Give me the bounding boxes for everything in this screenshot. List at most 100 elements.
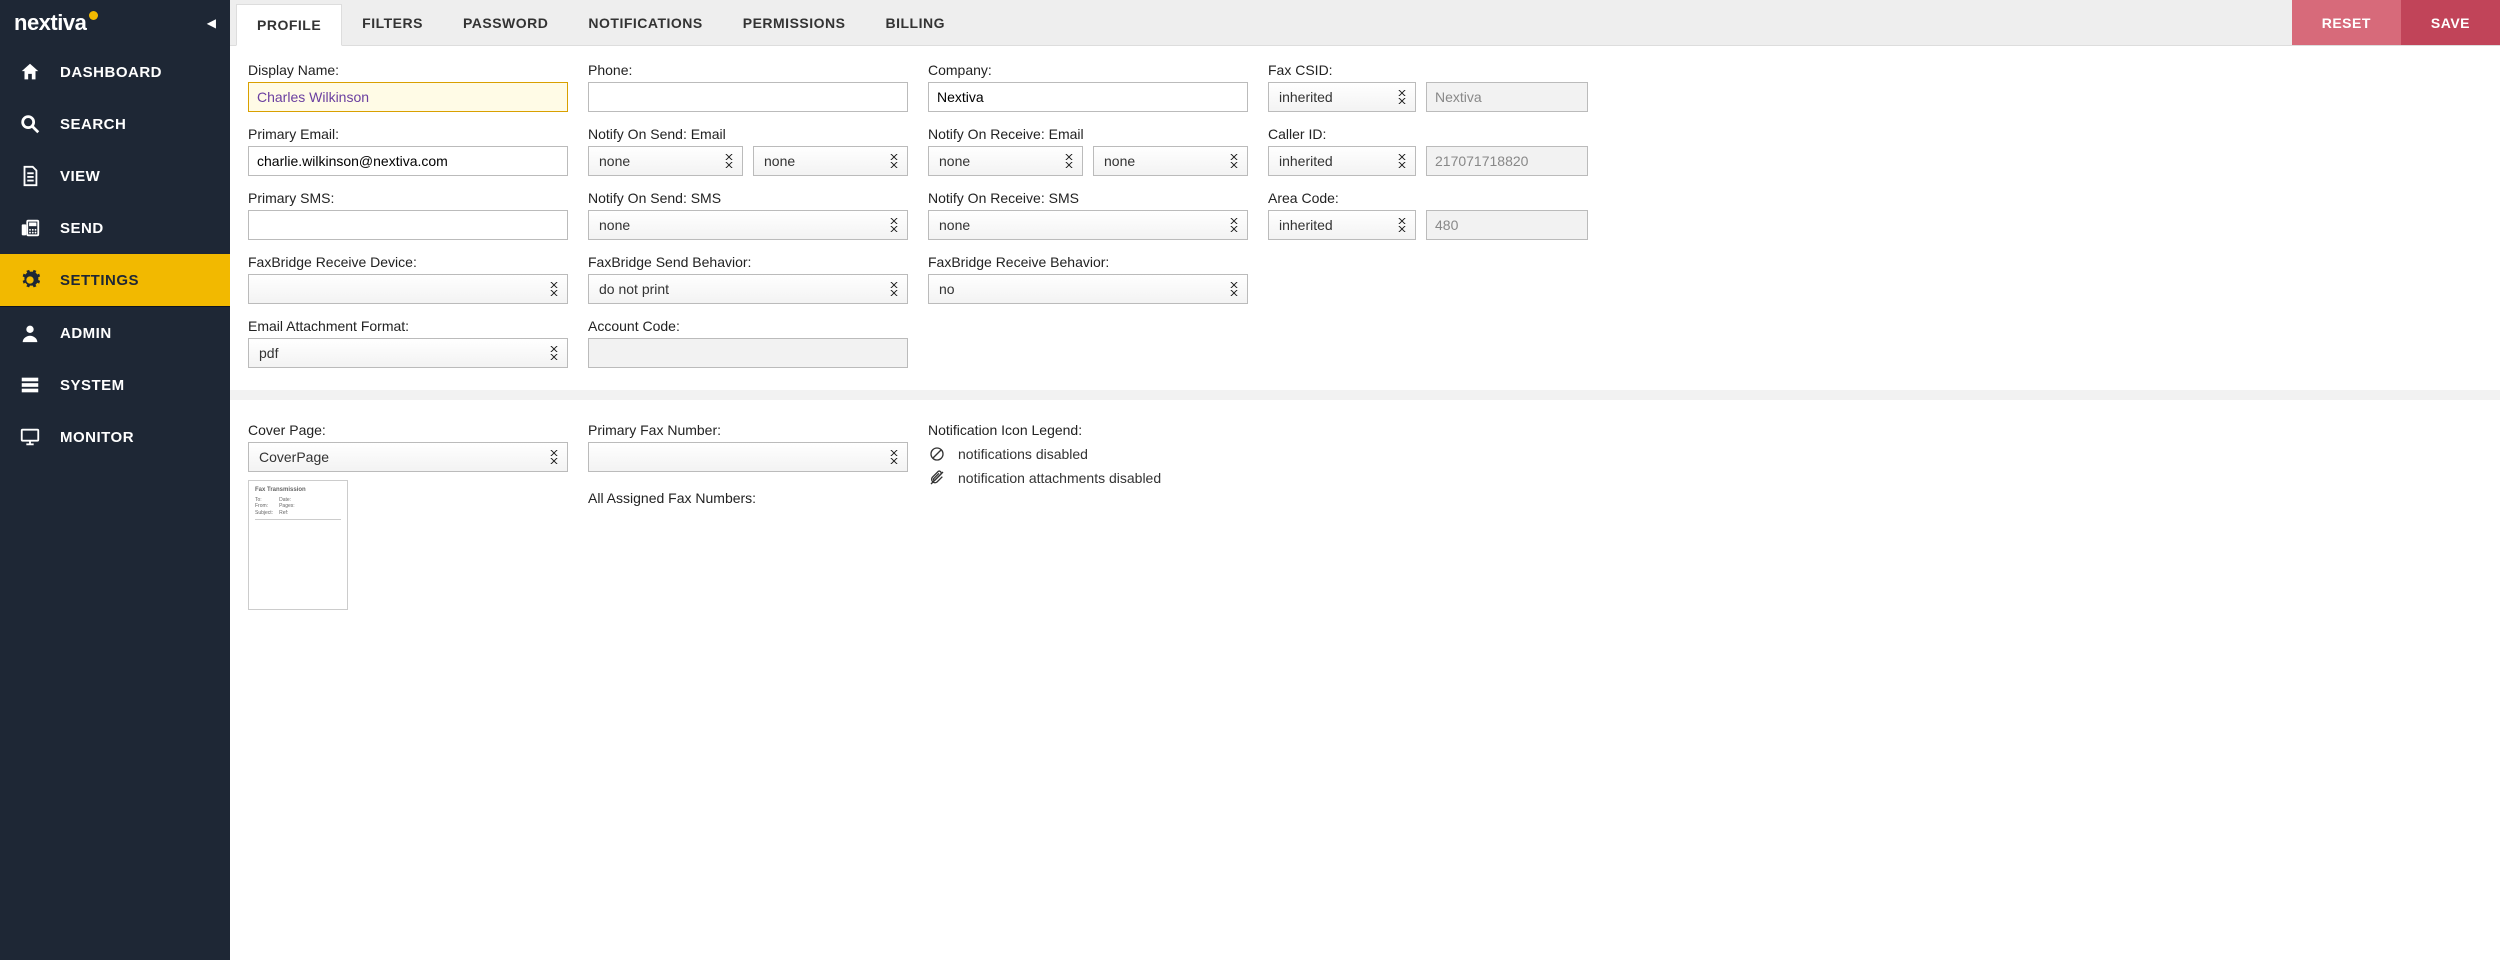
reset-button[interactable]: RESET (2292, 0, 2401, 45)
logo-row: nextiva ◀ (0, 0, 230, 46)
field-primary-email: Primary Email: (248, 126, 568, 176)
field-fb-receive-device: FaxBridge Receive Device: (248, 254, 568, 304)
select-notify-send-sms[interactable]: none (588, 210, 908, 240)
label-notify-send-sms: Notify On Send: SMS (588, 190, 908, 206)
sidebar-item-label: MONITOR (60, 429, 134, 446)
profile-form: Display Name: Phone: Company: Fax CSID: … (230, 46, 2500, 626)
label-account-code: Account Code: (588, 318, 908, 334)
save-button[interactable]: SAVE (2401, 0, 2500, 45)
input-primary-email[interactable] (248, 146, 568, 176)
label-notify-send-email: Notify On Send: Email (588, 126, 908, 142)
document-icon (18, 165, 42, 187)
sidebar-item-label: DASHBOARD (60, 64, 162, 81)
label-primary-fax-number: Primary Fax Number: (588, 422, 908, 438)
tab-filters[interactable]: FILTERS (342, 0, 443, 45)
label-fb-receive-device: FaxBridge Receive Device: (248, 254, 568, 270)
stack-icon (18, 374, 42, 396)
label-notify-receive-email: Notify On Receive: Email (928, 126, 1248, 142)
cover-page-thumbnail: Fax Transmission To:From:Subject: Date:P… (248, 480, 348, 610)
tab-permissions[interactable]: PERMISSIONS (723, 0, 866, 45)
sidebar-item-send[interactable]: SEND (0, 202, 230, 254)
sidebar-item-system[interactable]: SYSTEM (0, 359, 230, 411)
tab-billing[interactable]: BILLING (865, 0, 965, 45)
select-fb-receive-behavior[interactable]: no (928, 274, 1248, 304)
select-notify-send-email-b[interactable]: none (753, 146, 908, 176)
label-fb-send-behavior: FaxBridge Send Behavior: (588, 254, 908, 270)
field-area-code: Area Code: inherited 480 (1268, 190, 1588, 240)
label-phone: Phone: (588, 62, 908, 78)
search-icon (18, 113, 42, 135)
label-area-code: Area Code: (1268, 190, 1588, 206)
sidebar-item-label: SEND (60, 220, 104, 237)
sidebar-item-label: VIEW (60, 168, 100, 185)
label-all-assigned-fax: All Assigned Fax Numbers: (588, 490, 908, 506)
select-email-attach-fmt[interactable]: pdf (248, 338, 568, 368)
legend-row-attach-disabled: notification attachments disabled (928, 470, 1248, 486)
monitor-icon (18, 426, 42, 448)
field-email-attach-fmt: Email Attachment Format: pdf (248, 318, 568, 368)
select-caller-id[interactable]: inherited (1268, 146, 1416, 176)
legend-text: notifications disabled (958, 446, 1088, 462)
brand-logo: nextiva (14, 10, 101, 36)
main: PROFILE FILTERS PASSWORD NOTIFICATIONS P… (230, 0, 2500, 960)
tab-notifications[interactable]: NOTIFICATIONS (568, 0, 722, 45)
label-email-attach-fmt: Email Attachment Format: (248, 318, 568, 334)
field-primary-fax-number: Primary Fax Number: All Assigned Fax Num… (588, 422, 908, 610)
sidebar-collapse-icon[interactable]: ◀ (207, 16, 216, 30)
select-area-code[interactable]: inherited (1268, 210, 1416, 240)
select-fax-csid[interactable]: inherited (1268, 82, 1416, 112)
section-divider (230, 390, 2500, 400)
label-caller-id: Caller ID: (1268, 126, 1588, 142)
field-caller-id: Caller ID: inherited 217071718820 (1268, 126, 1588, 176)
legend-text: notification attachments disabled (958, 470, 1161, 486)
input-phone[interactable] (588, 82, 908, 112)
input-primary-sms[interactable] (248, 210, 568, 240)
select-notify-receive-email-b[interactable]: none (1093, 146, 1248, 176)
sidebar-item-search[interactable]: SEARCH (0, 98, 230, 150)
field-phone: Phone: (588, 62, 908, 112)
field-cover-page: Cover Page: CoverPage Fax Transmission T… (248, 422, 568, 610)
field-notify-send-sms: Notify On Send: SMS none (588, 190, 908, 240)
readonly-fax-csid: Nextiva (1426, 82, 1588, 112)
user-icon (18, 322, 42, 344)
home-icon (18, 61, 42, 83)
brand-dot-icon (89, 11, 98, 20)
sidebar-item-settings[interactable]: SETTINGS (0, 254, 230, 306)
sidebar-item-dashboard[interactable]: DASHBOARD (0, 46, 230, 98)
label-primary-email: Primary Email: (248, 126, 568, 142)
select-fb-send-behavior[interactable]: do not print (588, 274, 908, 304)
tabbar-actions: RESET SAVE (2292, 0, 2500, 45)
brand-name: nextiva (14, 10, 86, 36)
input-company[interactable] (928, 82, 1248, 112)
label-fb-receive-behavior: FaxBridge Receive Behavior: (928, 254, 1248, 270)
select-notify-receive-email-a[interactable]: none (928, 146, 1083, 176)
field-fax-csid: Fax CSID: inherited Nextiva (1268, 62, 1588, 112)
readonly-caller-id: 217071718820 (1426, 146, 1588, 176)
field-notify-send-email: Notify On Send: Email none none (588, 126, 908, 176)
sidebar: nextiva ◀ DASHBOARD SEARCH VIEW (0, 0, 230, 960)
label-company: Company: (928, 62, 1248, 78)
select-cover-page[interactable]: CoverPage (248, 442, 568, 472)
tab-password[interactable]: PASSWORD (443, 0, 568, 45)
sidebar-item-view[interactable]: VIEW (0, 150, 230, 202)
readonly-account-code (588, 338, 908, 368)
sidebar-item-admin[interactable]: ADMIN (0, 307, 230, 359)
tabbar: PROFILE FILTERS PASSWORD NOTIFICATIONS P… (230, 0, 2500, 46)
sidebar-item-label: SYSTEM (60, 377, 125, 394)
sidebar-item-label: ADMIN (60, 325, 112, 342)
attachments-disabled-icon (928, 470, 946, 486)
tab-profile[interactable]: PROFILE (236, 4, 342, 46)
field-notify-receive-sms: Notify On Receive: SMS none (928, 190, 1248, 240)
select-fb-receive-device[interactable] (248, 274, 568, 304)
sidebar-item-label: SETTINGS (60, 272, 139, 289)
sidebar-item-monitor[interactable]: MONITOR (0, 411, 230, 463)
label-notify-receive-sms: Notify On Receive: SMS (928, 190, 1248, 206)
input-display-name[interactable] (248, 82, 568, 112)
select-notify-receive-sms[interactable]: none (928, 210, 1248, 240)
legend-row-disabled: notifications disabled (928, 446, 1248, 462)
label-primary-sms: Primary SMS: (248, 190, 568, 206)
field-account-code: Account Code: (588, 318, 908, 368)
select-notify-send-email-a[interactable]: none (588, 146, 743, 176)
select-primary-fax-number[interactable] (588, 442, 908, 472)
field-fb-send-behavior: FaxBridge Send Behavior: do not print (588, 254, 908, 304)
